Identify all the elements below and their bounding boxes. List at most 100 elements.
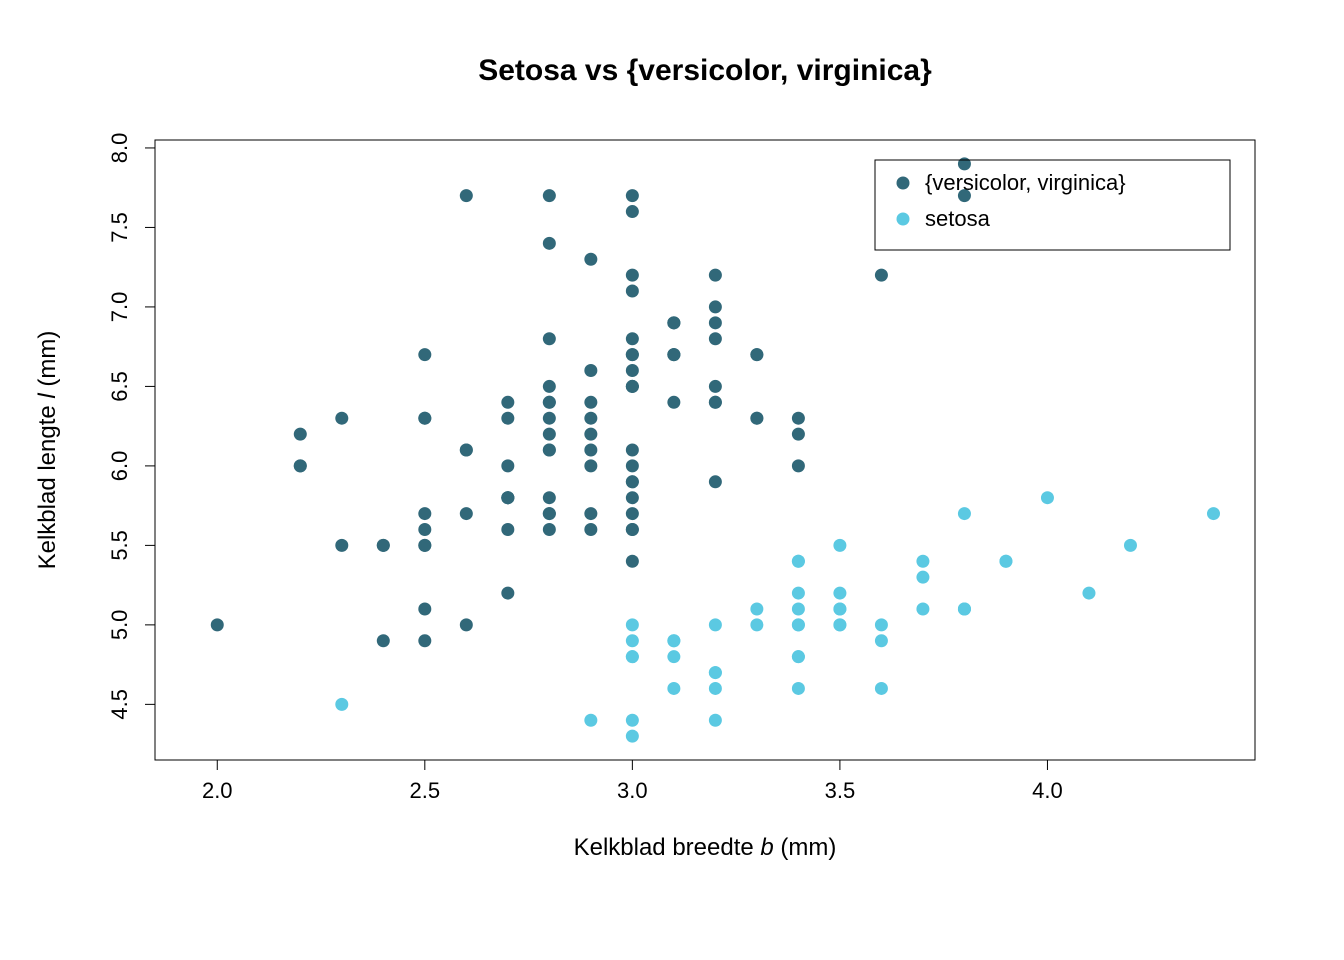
scatter-point [709,618,722,631]
scatter-point [543,444,556,457]
scatter-point [626,205,639,218]
scatter-point [1207,507,1220,520]
scatter-point [543,428,556,441]
scatter-point [792,682,805,695]
scatter-point [709,475,722,488]
scatter-point [626,348,639,361]
scatter-point [460,507,473,520]
scatter-point [916,555,929,568]
scatter-point [543,380,556,393]
scatter-point [626,332,639,345]
scatter-point [958,602,971,615]
scatter-point [750,412,763,425]
scatter-point [792,587,805,600]
scatter-point [584,507,597,520]
scatter-point [626,730,639,743]
scatter-point [792,459,805,472]
scatter-point [501,523,514,536]
scatter-point [833,618,846,631]
scatter-point [335,698,348,711]
scatter-point [501,412,514,425]
scatter-point [584,459,597,472]
scatter-point [418,523,431,536]
scatter-point [709,316,722,329]
scatter-point [543,507,556,520]
scatter-point [501,491,514,504]
scatter-point [833,602,846,615]
scatter-point [211,618,224,631]
scatter-point [584,428,597,441]
y-tick-label: 6.0 [107,451,132,482]
plot-box [155,140,1255,760]
scatter-point [792,555,805,568]
scatter-point [709,300,722,313]
y-axis-title: Kelkblad lengte l (mm) [34,331,61,570]
scatter-point [543,396,556,409]
y-tick-label: 7.0 [107,292,132,323]
scatter-point [501,459,514,472]
y-tick-label: 6.5 [107,371,132,402]
scatter-point [335,539,348,552]
scatter-point [916,602,929,615]
x-axis-title: Kelkblad breedte b (mm) [574,834,837,861]
scatter-point [626,507,639,520]
scatter-point [792,650,805,663]
scatter-point [294,428,307,441]
chart-svg: 2.02.53.03.54.04.55.05.56.06.57.07.58.0S… [0,0,1344,960]
x-tick-label: 4.0 [1032,778,1063,803]
scatter-point [626,444,639,457]
scatter-point [667,682,680,695]
scatter-point [1124,539,1137,552]
scatter-point [626,523,639,536]
legend-marker [897,177,910,190]
scatter-point [750,618,763,631]
y-tick-label: 5.0 [107,610,132,641]
scatter-point [501,587,514,600]
scatter-point [667,650,680,663]
scatter-point [626,714,639,727]
scatter-point [543,491,556,504]
scatter-chart: 2.02.53.03.54.04.55.05.56.06.57.07.58.0S… [0,0,1344,960]
scatter-point [626,650,639,663]
scatter-point [418,507,431,520]
scatter-point [709,396,722,409]
y-tick-label: 4.5 [107,689,132,720]
scatter-point [418,348,431,361]
scatter-point [792,428,805,441]
scatter-point [1082,587,1095,600]
scatter-point [584,714,597,727]
scatter-point [543,332,556,345]
x-tick-label: 3.5 [825,778,856,803]
scatter-point [543,523,556,536]
scatter-point [626,364,639,377]
scatter-point [418,634,431,647]
scatter-point [999,555,1012,568]
chart-title: Setosa vs {versicolor, virginica} [478,54,932,87]
scatter-point [377,539,390,552]
scatter-point [626,380,639,393]
y-tick-label: 7.5 [107,212,132,243]
scatter-point [709,714,722,727]
x-tick-label: 2.0 [202,778,233,803]
scatter-point [626,285,639,298]
scatter-point [543,189,556,202]
scatter-point [584,253,597,266]
scatter-point [709,682,722,695]
scatter-point [501,396,514,409]
scatter-point [584,396,597,409]
scatter-point [626,475,639,488]
scatter-point [626,555,639,568]
scatter-point [709,269,722,282]
y-tick-label: 8.0 [107,133,132,164]
x-tick-label: 3.0 [617,778,648,803]
scatter-point [418,602,431,615]
scatter-point [750,602,763,615]
x-tick-label: 2.5 [410,778,441,803]
scatter-point [294,459,307,472]
scatter-point [543,237,556,250]
scatter-point [626,189,639,202]
scatter-point [584,444,597,457]
scatter-point [750,348,763,361]
scatter-point [667,634,680,647]
scatter-point [875,634,888,647]
